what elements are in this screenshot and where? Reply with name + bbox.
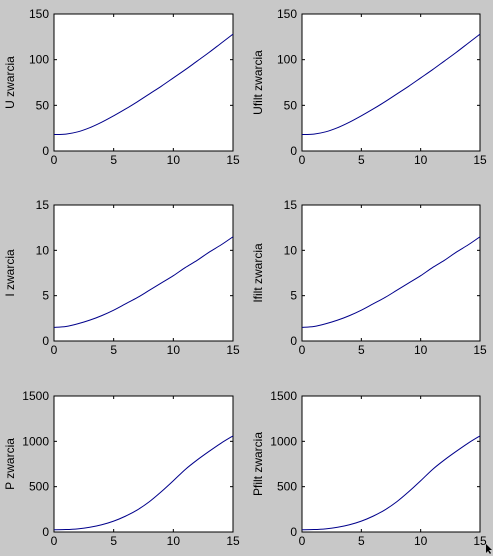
y-tick-label: 5 [42,289,49,303]
y-tick-label: 50 [284,98,298,112]
y-tick-label: 10 [284,243,298,257]
x-tick-label: 0 [51,343,58,357]
y-tick-label: 0 [42,525,49,539]
y-axis-label: I zwarcia [3,249,17,297]
series-line [53,435,234,531]
y-tick-label: 100 [277,53,297,67]
y-tick-label: 1000 [22,434,49,448]
y-tick-label: 150 [277,7,297,21]
x-tick-label: 5 [358,343,365,357]
series-line [301,33,481,136]
y-tick-label: 1500 [22,389,49,403]
x-tick-label: 15 [473,534,487,548]
x-tick-label: 10 [414,343,428,357]
y-tick-label: 0 [290,525,297,539]
x-tick-label: 0 [51,153,58,167]
x-tick-label: 15 [473,153,487,167]
y-tick-label: 5 [290,289,297,303]
y-tick-label: 15 [36,198,50,212]
subplot-6: 0 5 10 15 0 500 1000 1500 Pfilt zwarcia [251,389,487,548]
y-tick-label: 500 [29,480,49,494]
subplot-5: 0 5 10 15 0 500 1000 1500 P zwarcia [3,389,240,548]
y-tick-label: 150 [29,7,49,21]
x-tick-label: 15 [473,343,487,357]
series-line [301,435,481,531]
y-axis-label: U zwarcia [3,56,17,109]
y-axis-label: Ifilt zwarcia [251,243,265,303]
y-tick-label: 1000 [270,434,297,448]
subplot-3: 0 5 10 15 0 5 10 15 I zwarcia [3,198,240,357]
y-tick-label: 50 [36,98,50,112]
y-tick-label: 15 [284,198,298,212]
x-tick-label: 15 [226,153,240,167]
x-tick-label: 5 [110,534,117,548]
x-tick-label: 0 [51,534,58,548]
y-axis-label: P zwarcia [3,438,17,490]
x-tick-label: 10 [167,534,181,548]
y-tick-label: 0 [42,144,49,158]
x-tick-label: 0 [299,343,306,357]
axes-box [53,13,234,152]
x-tick-label: 10 [414,153,428,167]
y-tick-label: 500 [277,480,297,494]
axes-box [301,204,481,342]
y-tick-label: 0 [42,334,49,348]
x-tick-label: 5 [358,153,365,167]
y-tick-label: 100 [29,53,49,67]
series-line [301,236,481,328]
x-tick-label: 10 [414,534,428,548]
x-tick-label: 5 [358,534,365,548]
mouse-cursor-icon [486,544,492,554]
y-axis-label: Ufilt zwarcia [251,50,265,115]
x-tick-label: 15 [226,534,240,548]
x-tick-label: 10 [167,153,181,167]
y-tick-label: 0 [290,144,297,158]
y-tick-label: 10 [36,243,50,257]
x-tick-label: 5 [110,153,117,167]
y-tick-label: 0 [290,334,297,348]
x-tick-label: 10 [167,343,181,357]
x-tick-label: 5 [110,343,117,357]
axes-box [53,395,234,533]
x-tick-label: 15 [226,343,240,357]
y-tick-label: 1500 [270,389,297,403]
y-axis-label: Pfilt zwarcia [251,432,265,496]
x-tick-label: 0 [299,153,306,167]
series-line [53,33,234,136]
axes-box [53,204,234,342]
axes-box [301,13,481,152]
axes-box [301,395,481,533]
x-tick-label: 0 [299,534,306,548]
series-line [53,236,234,328]
subplot-4: 0 5 10 15 0 5 10 15 Ifilt zwarcia [251,198,487,357]
